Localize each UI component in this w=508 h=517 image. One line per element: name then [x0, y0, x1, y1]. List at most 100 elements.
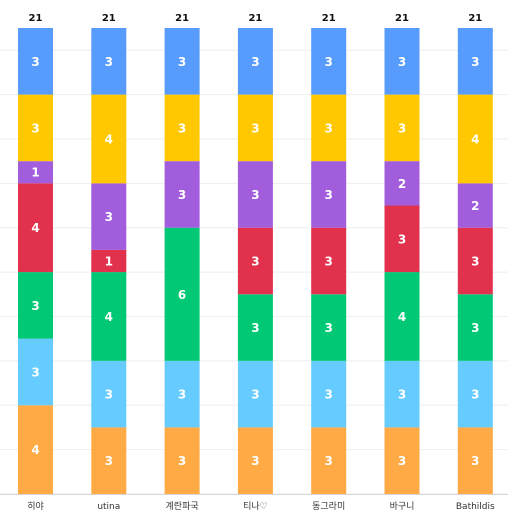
bar-segment: [384, 427, 420, 494]
x-tick-label: 티나♡: [243, 501, 268, 512]
bar-segment: [164, 227, 200, 361]
bar-segment: [18, 183, 53, 273]
bar-segment: [311, 161, 347, 228]
segment-value-label: 3: [325, 188, 333, 202]
bar-segment: [18, 161, 53, 184]
segment-value-label: 3: [471, 388, 479, 402]
bar-segment: [164, 94, 200, 162]
segment-value-label: 3: [398, 232, 406, 246]
bar-segment: [311, 360, 347, 428]
bar-segment: [164, 28, 200, 95]
bar-segment: [311, 427, 347, 494]
segment-value-label: 3: [178, 454, 186, 468]
segment-value-label: 4: [105, 132, 113, 146]
segment-value-label: 3: [251, 454, 259, 468]
bar-total-label: 21: [322, 13, 336, 24]
segment-value-label: 3: [251, 321, 259, 335]
bar-total-label: 21: [468, 13, 482, 24]
segment-value-label: 4: [31, 221, 39, 235]
bar-segment: [384, 94, 420, 162]
bar-segment: [311, 28, 347, 95]
x-tick-label: 히야: [27, 501, 44, 512]
segment-value-label: 3: [398, 55, 406, 69]
segment-value-label: 3: [325, 55, 333, 69]
bar-segment: [457, 183, 493, 228]
segment-value-label: 3: [471, 55, 479, 69]
bars: [18, 28, 493, 494]
bar-segment: [18, 405, 53, 494]
bar-segment: [91, 360, 127, 428]
bar-segment: [457, 427, 493, 494]
segment-value-label: 3: [471, 454, 479, 468]
bar-segment: [384, 360, 420, 428]
bar-segment: [457, 227, 493, 295]
bar-segment: [457, 360, 493, 428]
segment-value-label: 3: [325, 255, 333, 269]
segment-value-label: 3: [398, 121, 406, 135]
bar-segment: [237, 94, 273, 162]
bar-segment: [457, 28, 493, 95]
bar-segment: [311, 227, 347, 295]
bar-segment: [237, 360, 273, 428]
bar-segment: [18, 338, 53, 406]
segment-value-label: 6: [178, 288, 186, 302]
bar-segment: [237, 294, 273, 361]
x-axis-ticks: 히야 utina 계란파국 티나♡ 동그라미 바구니 Bathildis: [27, 500, 495, 512]
segment-value-label: 2: [471, 199, 479, 213]
x-tick-label: 계란파국: [166, 500, 199, 512]
segment-value-label: 3: [251, 255, 259, 269]
bar-total-label: 21: [248, 13, 262, 24]
segment-value-label: 3: [105, 454, 113, 468]
segment-value-label: 3: [251, 388, 259, 402]
segment-value-label: 4: [31, 443, 39, 457]
segment-labels: 4 3 3 4 1 3 3 3 3 4 1 3 4 3 3 3 6 3 3 3 3 3 3 3 3 3 3 3 3 3 3 3 3 3 3 3 4 3 2 3…: [31, 55, 479, 468]
bar-segment: [311, 94, 347, 162]
bar-segment: [91, 272, 127, 361]
segment-value-label: 3: [325, 454, 333, 468]
segment-value-label: 3: [31, 55, 39, 69]
segment-value-label: 3: [105, 55, 113, 69]
bar-total-label: 21: [102, 13, 116, 24]
bar-segment: [91, 427, 127, 494]
segment-value-label: 2: [398, 177, 406, 191]
segment-value-label: 3: [178, 188, 186, 202]
segment-value-label: 3: [251, 188, 259, 202]
segment-value-label: 3: [31, 299, 39, 313]
segment-value-label: 3: [178, 121, 186, 135]
bar-segment: [384, 161, 420, 206]
x-tick-label: utina: [97, 502, 120, 512]
segment-value-label: 4: [471, 132, 479, 146]
bar-segment: [164, 161, 200, 228]
bar-segment: [384, 272, 420, 361]
segment-value-label: 3: [31, 121, 39, 135]
segment-value-label: 3: [105, 210, 113, 224]
bar-segment: [91, 28, 127, 95]
bar-segment: [237, 28, 273, 95]
segment-value-label: 3: [178, 388, 186, 402]
bar-segment: [164, 427, 200, 494]
x-tick-label: 바구니: [390, 501, 415, 512]
segment-value-label: 3: [31, 365, 39, 379]
bar-segment: [311, 294, 347, 361]
bar-segment: [164, 360, 200, 428]
bar-segment: [384, 205, 420, 273]
bar-segment: [18, 28, 53, 95]
bar-total-label: 21: [395, 13, 409, 24]
bar-segment: [384, 28, 420, 95]
segment-value-label: 1: [31, 166, 39, 180]
segment-value-label: 3: [471, 321, 479, 335]
segment-value-label: 3: [325, 321, 333, 335]
bar-segment: [91, 94, 127, 184]
segment-value-label: 3: [398, 388, 406, 402]
segment-value-label: 3: [398, 454, 406, 468]
segment-value-label: 4: [105, 310, 113, 324]
segment-value-label: 3: [251, 55, 259, 69]
bar-total-label: 21: [29, 13, 43, 24]
segment-value-label: 3: [178, 55, 186, 69]
segment-value-label: 1: [105, 255, 113, 269]
bar-segment: [237, 227, 273, 295]
bar-segment: [18, 94, 53, 162]
x-tick-label: Bathildis: [456, 502, 495, 512]
segment-value-label: 3: [471, 255, 479, 269]
